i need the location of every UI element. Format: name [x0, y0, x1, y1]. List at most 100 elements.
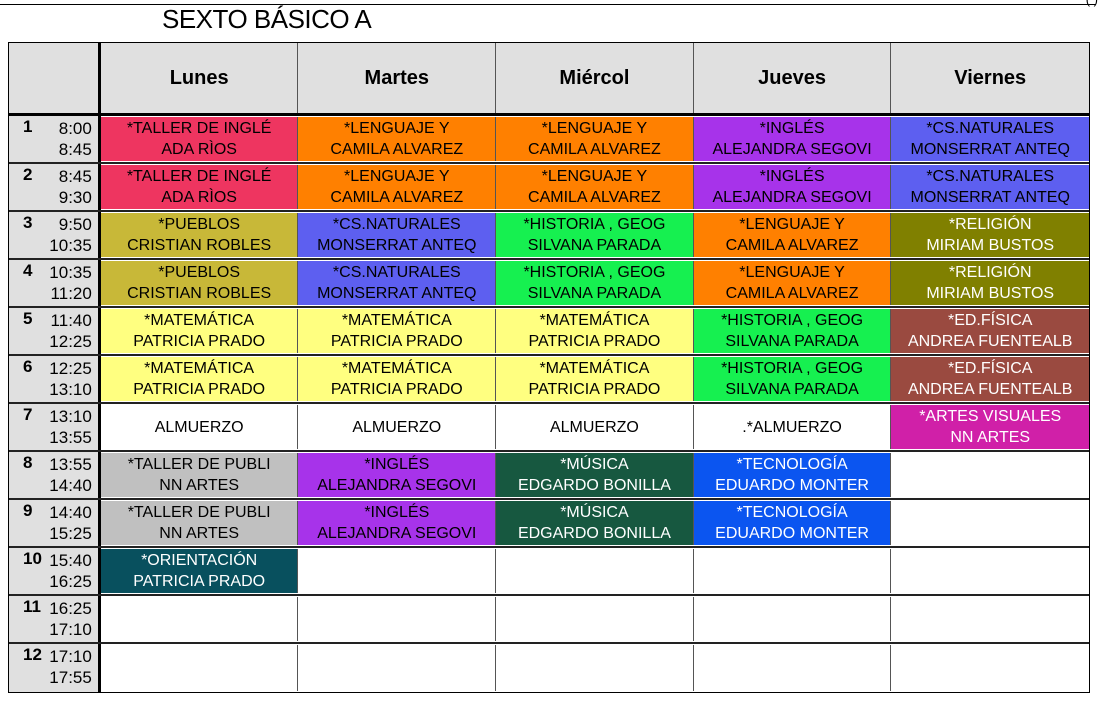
class-cell[interactable]: *TECNOLOGÍA EDUARDO MONTER [693, 501, 892, 545]
class-cell[interactable] [891, 549, 1090, 593]
table-row: 8 13:55 14:40 *TALLER DE PUBLI NN ARTES … [9, 452, 1090, 500]
class-cell[interactable]: *INGLÉS ALEJANDRA SEGOVI [693, 165, 892, 209]
class-cell[interactable]: *INGLÉS ALEJANDRA SEGOVI [298, 501, 497, 545]
class-cell[interactable]: *LENGUAJE Y CAMILA ALVAREZ [693, 213, 892, 257]
teacher: MONSERRAT ANTEQ [317, 237, 477, 254]
class-cell[interactable]: *ED.FÍSICA ANDREA FUENTEALB [891, 357, 1090, 401]
teacher: ALEJANDRA SEGOVI [712, 189, 872, 206]
class-cell[interactable]: *LENGUAJE Y CAMILA ALVAREZ [298, 117, 497, 161]
class-cell[interactable]: *TALLER DE INGLÉ ADA RÌOS [100, 117, 299, 161]
class-cell[interactable]: *PUEBLOS CRISTIAN ROBLES [100, 261, 299, 305]
class-cell[interactable]: *RELIGIÓN MIRIAM BUSTOS [891, 261, 1090, 305]
subject: *MATEMÁTICA [341, 312, 452, 329]
start-time: 9:50 [58, 215, 92, 234]
class-cell[interactable]: *INGLÉS ALEJANDRA SEGOVI [693, 117, 892, 161]
class-cell[interactable]: *CS.NATURALES MONSERRAT ANTEQ [298, 213, 497, 257]
class-cell[interactable]: *ORIENTACIÓN PATRICIA PRADO [100, 549, 299, 593]
class-cell[interactable] [891, 645, 1090, 691]
start-time: 14:40 [49, 503, 92, 522]
subject: *MÚSICA [560, 504, 629, 521]
class-cell[interactable]: *TALLER DE PUBLI NN ARTES [100, 501, 299, 545]
corner-mark: ( ) [1086, 0, 1098, 7]
class-cell[interactable] [496, 645, 694, 691]
class-cell[interactable]: *HISTORIA , GEOG SILVANA PARADA [693, 357, 892, 401]
class-cell[interactable]: *TALLER DE INGLÉ ADA RÌOS [100, 165, 299, 209]
class-cell[interactable] [693, 645, 892, 691]
subject: *TALLER DE PUBLI [127, 456, 271, 473]
class-cell[interactable]: *MATEMÁTICA PATRICIA PRADO [100, 309, 299, 353]
class-cell[interactable]: *CS.NATURALES MONSERRAT ANTEQ [298, 261, 497, 305]
end-time: 17:55 [49, 668, 92, 687]
class-cell[interactable] [100, 597, 299, 641]
class-cell[interactable]: *MATEMÁTICA PATRICIA PRADO [298, 357, 497, 401]
subject: *RELIGIÓN [948, 264, 1032, 281]
class-cell[interactable]: *RELIGIÓN MIRIAM BUSTOS [891, 213, 1090, 257]
class-cell[interactable] [298, 645, 497, 691]
end-time: 10:35 [49, 236, 92, 255]
class-cell[interactable]: *INGLÉS ALEJANDRA SEGOVI [298, 453, 497, 497]
teacher: MONSERRAT ANTEQ [910, 189, 1070, 206]
teacher: PATRICIA PRADO [528, 333, 661, 350]
class-cell[interactable]: *CS.NATURALES MONSERRAT ANTEQ [891, 117, 1090, 161]
class-cell[interactable]: *LENGUAJE Y CAMILA ALVAREZ [693, 261, 892, 305]
class-cell[interactable]: *TALLER DE PUBLI NN ARTES [100, 453, 299, 497]
class-cell[interactable] [298, 597, 497, 641]
end-time: 13:55 [49, 428, 92, 447]
subject: *LENGUAJE Y [739, 216, 845, 233]
class-cell[interactable]: *HISTORIA , GEOG SILVANA PARADA [496, 261, 694, 305]
subject: ALMUERZO [352, 418, 442, 436]
subject: *MÚSICA [560, 456, 629, 473]
teacher: ANDREA FUENTEALB [907, 333, 1073, 350]
subject: *LENGUAJE Y [344, 168, 450, 185]
class-cell[interactable]: *ARTES VISUALES NN ARTES [891, 405, 1090, 449]
subject: ALMUERZO [549, 418, 639, 436]
class-cell[interactable]: ALMUERZO [298, 405, 497, 449]
subject: *TECNOLOGÍA [736, 504, 848, 521]
end-time: 8:45 [58, 140, 92, 159]
class-cell[interactable] [496, 597, 694, 641]
class-cell[interactable] [693, 597, 892, 641]
teacher: MONSERRAT ANTEQ [910, 141, 1070, 158]
class-cell[interactable]: ALMUERZO [496, 405, 694, 449]
class-cell[interactable]: *CS.NATURALES MONSERRAT ANTEQ [891, 165, 1090, 209]
day-header-martes: Martes [298, 43, 497, 113]
class-cell[interactable] [693, 549, 892, 593]
table-row: 1 8:00 8:45 *TALLER DE INGLÉ ADA RÌOS *L… [9, 116, 1090, 164]
period-number: 10 [23, 549, 42, 568]
class-cell[interactable] [891, 597, 1090, 641]
class-cell[interactable]: *ED.FÍSICA ANDREA FUENTEALB [891, 309, 1090, 353]
class-cell[interactable]: *MATEMÁTICA PATRICIA PRADO [298, 309, 497, 353]
table-row: 6 12:25 13:10 *MATEMÁTICA PATRICIA PRADO… [9, 356, 1090, 404]
class-cell[interactable]: *TECNOLOGÍA EDUARDO MONTER [693, 453, 892, 497]
period-label: 9 14:40 15:25 [9, 500, 101, 546]
class-cell[interactable]: .*ALMUERZO [693, 405, 892, 449]
subject: *TECNOLOGÍA [736, 456, 848, 473]
class-cell[interactable]: *MÚSICA EDGARDO BONILLA [496, 501, 694, 545]
class-cell[interactable] [891, 501, 1090, 545]
subject: *INGLÉS [759, 168, 825, 185]
class-cell[interactable]: *HISTORIA , GEOG SILVANA PARADA [693, 309, 892, 353]
period-label: 7 13:10 13:55 [9, 404, 101, 450]
teacher: PATRICIA PRADO [133, 573, 266, 590]
class-cell[interactable]: *MATEMÁTICA PATRICIA PRADO [496, 357, 694, 401]
header-row: Lunes Martes Miércol Jueves Viernes [9, 43, 1089, 116]
teacher: NN ARTES [950, 429, 1031, 446]
class-cell[interactable]: *PUEBLOS CRISTIAN ROBLES [100, 213, 299, 257]
class-cell[interactable]: *LENGUAJE Y CAMILA ALVAREZ [496, 117, 694, 161]
class-cell[interactable]: *MATEMÁTICA PATRICIA PRADO [496, 309, 694, 353]
period-label: 5 11:40 12:25 [9, 308, 101, 354]
teacher: ANDREA FUENTEALB [907, 381, 1073, 398]
class-cell[interactable]: ALMUERZO [100, 405, 299, 449]
class-cell[interactable] [100, 645, 299, 691]
teacher: SILVANA PARADA [527, 285, 662, 302]
class-cell[interactable] [891, 453, 1090, 497]
subject: *MATEMÁTICA [539, 312, 650, 329]
class-cell[interactable]: *LENGUAJE Y CAMILA ALVAREZ [496, 165, 694, 209]
class-cell[interactable]: *MATEMÁTICA PATRICIA PRADO [100, 357, 299, 401]
class-cell[interactable]: *HISTORIA , GEOG SILVANA PARADA [496, 213, 694, 257]
teacher: SILVANA PARADA [725, 381, 859, 398]
class-cell[interactable] [496, 549, 694, 593]
class-cell[interactable] [298, 549, 497, 593]
class-cell[interactable]: *MÚSICA EDGARDO BONILLA [496, 453, 694, 497]
class-cell[interactable]: *LENGUAJE Y CAMILA ALVAREZ [298, 165, 497, 209]
